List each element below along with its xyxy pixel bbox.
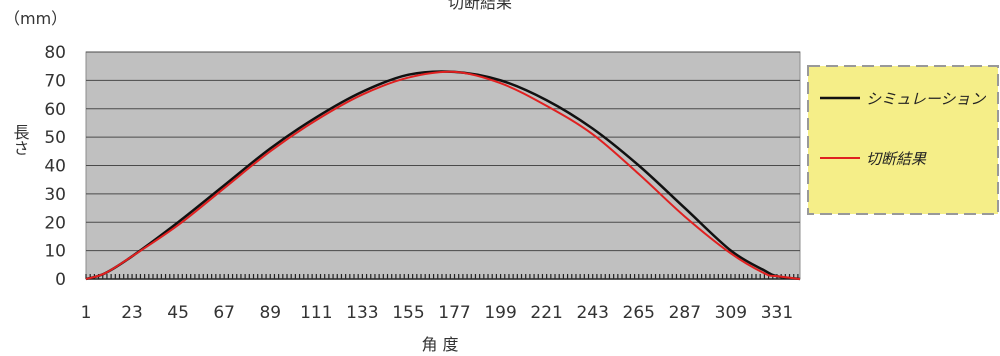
y-tick-label: 60: [44, 100, 66, 120]
y-axis-label: 長さ: [11, 124, 30, 156]
series-lines: [85, 70, 801, 281]
x-tick-label: 177: [438, 303, 470, 323]
y-tick-label: 0: [55, 270, 66, 290]
x-tick-label: 287: [669, 303, 701, 323]
x-tick-label: 1: [81, 303, 92, 323]
y-tick-label: 50: [44, 128, 66, 148]
y-tick-label: 10: [44, 242, 66, 262]
x-tick-label: 155: [392, 303, 424, 323]
legend-label-simulation: シミュレーション: [866, 90, 986, 108]
legend-label-result: 切断結果: [866, 150, 927, 168]
x-axis-label: 角 度: [421, 335, 458, 354]
y-tick-label: 30: [44, 185, 66, 205]
x-tick-label: 243: [576, 303, 608, 323]
x-tick-label: 67: [213, 303, 235, 323]
legend-box: [807, 65, 999, 215]
unit-label: （mm）: [4, 9, 67, 28]
y-axis-ticks: 0 10 20 30 40 50 60 70 80: [44, 43, 66, 290]
x-tick-label: 111: [300, 303, 332, 323]
gridlines: [86, 51, 800, 252]
x-tick-label: 199: [484, 303, 516, 323]
x-tick-label: 331: [761, 303, 793, 323]
y-tick-label: 80: [44, 43, 66, 63]
x-tick-label: 23: [121, 303, 143, 323]
x-tick-label: 265: [623, 303, 655, 323]
x-tick-label: 133: [346, 303, 378, 323]
legend: シミュレーション 切断結果: [807, 65, 999, 215]
x-axis-ticks: 1 23 45 67 89 111 133 155 177 199 221 243 265 287 309 3…: [81, 303, 794, 323]
y-tick-label: 70: [44, 71, 66, 91]
chart-title: 切断結果: [448, 0, 512, 12]
series-line-result: [85, 70, 801, 280]
x-tick-label: 45: [167, 303, 189, 323]
x-tick-label: 221: [530, 303, 562, 323]
y-tick-label: 20: [44, 213, 66, 233]
x-tick-label: 309: [715, 303, 747, 323]
x-tick-label: 89: [259, 303, 281, 323]
y-tick-label: 40: [44, 157, 66, 177]
